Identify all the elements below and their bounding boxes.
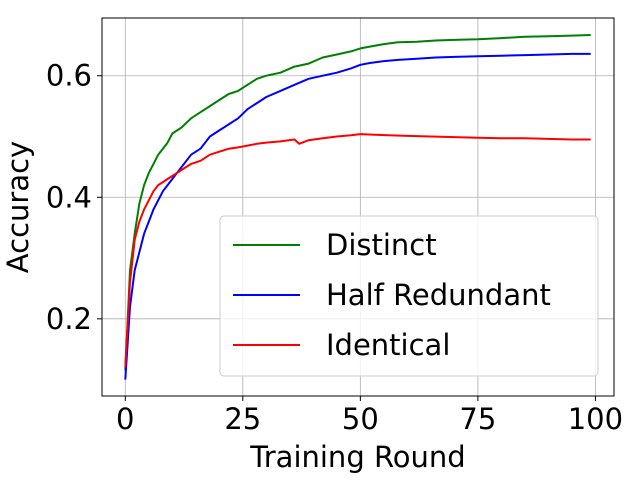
series-line-distinct	[124, 34, 591, 371]
y-axis-label: Accuracy	[1, 141, 35, 273]
y-tick-label: 0.2	[46, 302, 92, 336]
y-tick-label: 0.4	[46, 180, 92, 214]
x-tick-label: 100	[568, 402, 623, 436]
x-tick-label: 25	[224, 402, 261, 436]
ticks: 0 25 50 75 100 0.2 0.4 0.6	[46, 59, 623, 436]
series-line-half-redundant	[124, 52, 591, 380]
legend-box	[219, 215, 599, 377]
legend-label: Identical	[326, 328, 450, 362]
y-tick-label: 0.6	[46, 59, 92, 93]
x-axis-label: Training Round	[249, 440, 465, 474]
x-tick-label: 0	[116, 402, 134, 436]
x-tick-label: 75	[459, 402, 496, 436]
legend-label: Half Redundant	[326, 278, 551, 312]
plot-frame	[101, 17, 615, 397]
x-tick-label: 50	[342, 402, 379, 436]
legend-label: Distinct	[326, 228, 437, 262]
series-line-identical	[124, 133, 591, 368]
legend: Distinct Half Redundant Identical	[219, 215, 599, 377]
series-layer	[124, 34, 591, 380]
